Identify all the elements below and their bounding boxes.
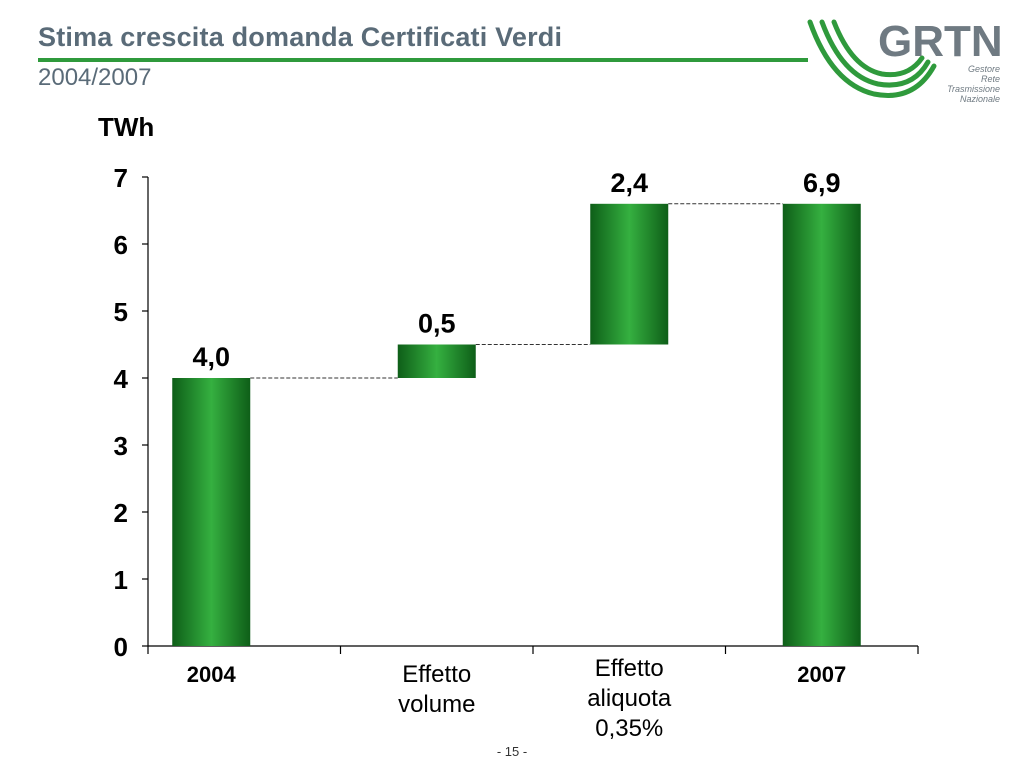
x-category-label: 2007 (797, 662, 846, 687)
y-tick-label: 7 (114, 163, 128, 193)
title-divider (38, 58, 808, 62)
logo-wordmark: GRTN (878, 17, 1003, 66)
slide-title: Stima crescita domanda Certificati Verdi (38, 22, 563, 52)
logo-line-3: Trasmissione (947, 84, 1000, 94)
bar (590, 203, 669, 345)
logo-line-4: Nazionale (960, 94, 1000, 104)
y-tick-label: 5 (114, 297, 128, 327)
bar-value-label: 6,9 (803, 168, 841, 198)
x-category-label: 0,35% (595, 715, 663, 742)
bar (782, 203, 861, 647)
x-category-label: 2004 (187, 662, 237, 687)
bar-value-label: 2,4 (610, 168, 648, 198)
y-tick-label: 4 (114, 364, 129, 394)
y-tick-label: 0 (114, 632, 128, 662)
logo-swoosh-icon (807, 19, 937, 98)
x-category-label: Effetto (402, 661, 471, 688)
logo-line-1: Gestore (968, 64, 1000, 74)
y-axis-unit-label: TWh (98, 112, 154, 142)
x-category-label: volume (398, 691, 475, 718)
x-category-label: aliquota (587, 685, 672, 712)
logo-line-2: Rete (981, 74, 1000, 84)
y-tick-label: 3 (114, 431, 128, 461)
bar (172, 378, 251, 646)
y-tick-label: 1 (114, 565, 128, 595)
bar-value-label: 4,0 (192, 342, 230, 372)
y-tick-label: 2 (114, 498, 128, 528)
page-number: - 15 - (496, 744, 528, 759)
slide-subtitle: 2004/2007 (38, 64, 152, 91)
grtn-logo: GRTN Gestore Rete Trasmissione Nazionale (807, 17, 1003, 104)
x-category-label: Effetto (595, 655, 664, 682)
bar-value-label: 0,5 (418, 309, 456, 339)
y-tick-label: 6 (114, 230, 128, 260)
bar (397, 344, 476, 378)
